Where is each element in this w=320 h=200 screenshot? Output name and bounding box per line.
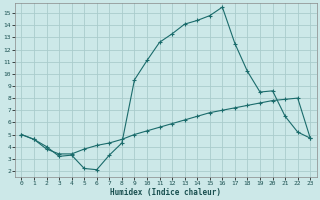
X-axis label: Humidex (Indice chaleur): Humidex (Indice chaleur) bbox=[110, 188, 221, 197]
